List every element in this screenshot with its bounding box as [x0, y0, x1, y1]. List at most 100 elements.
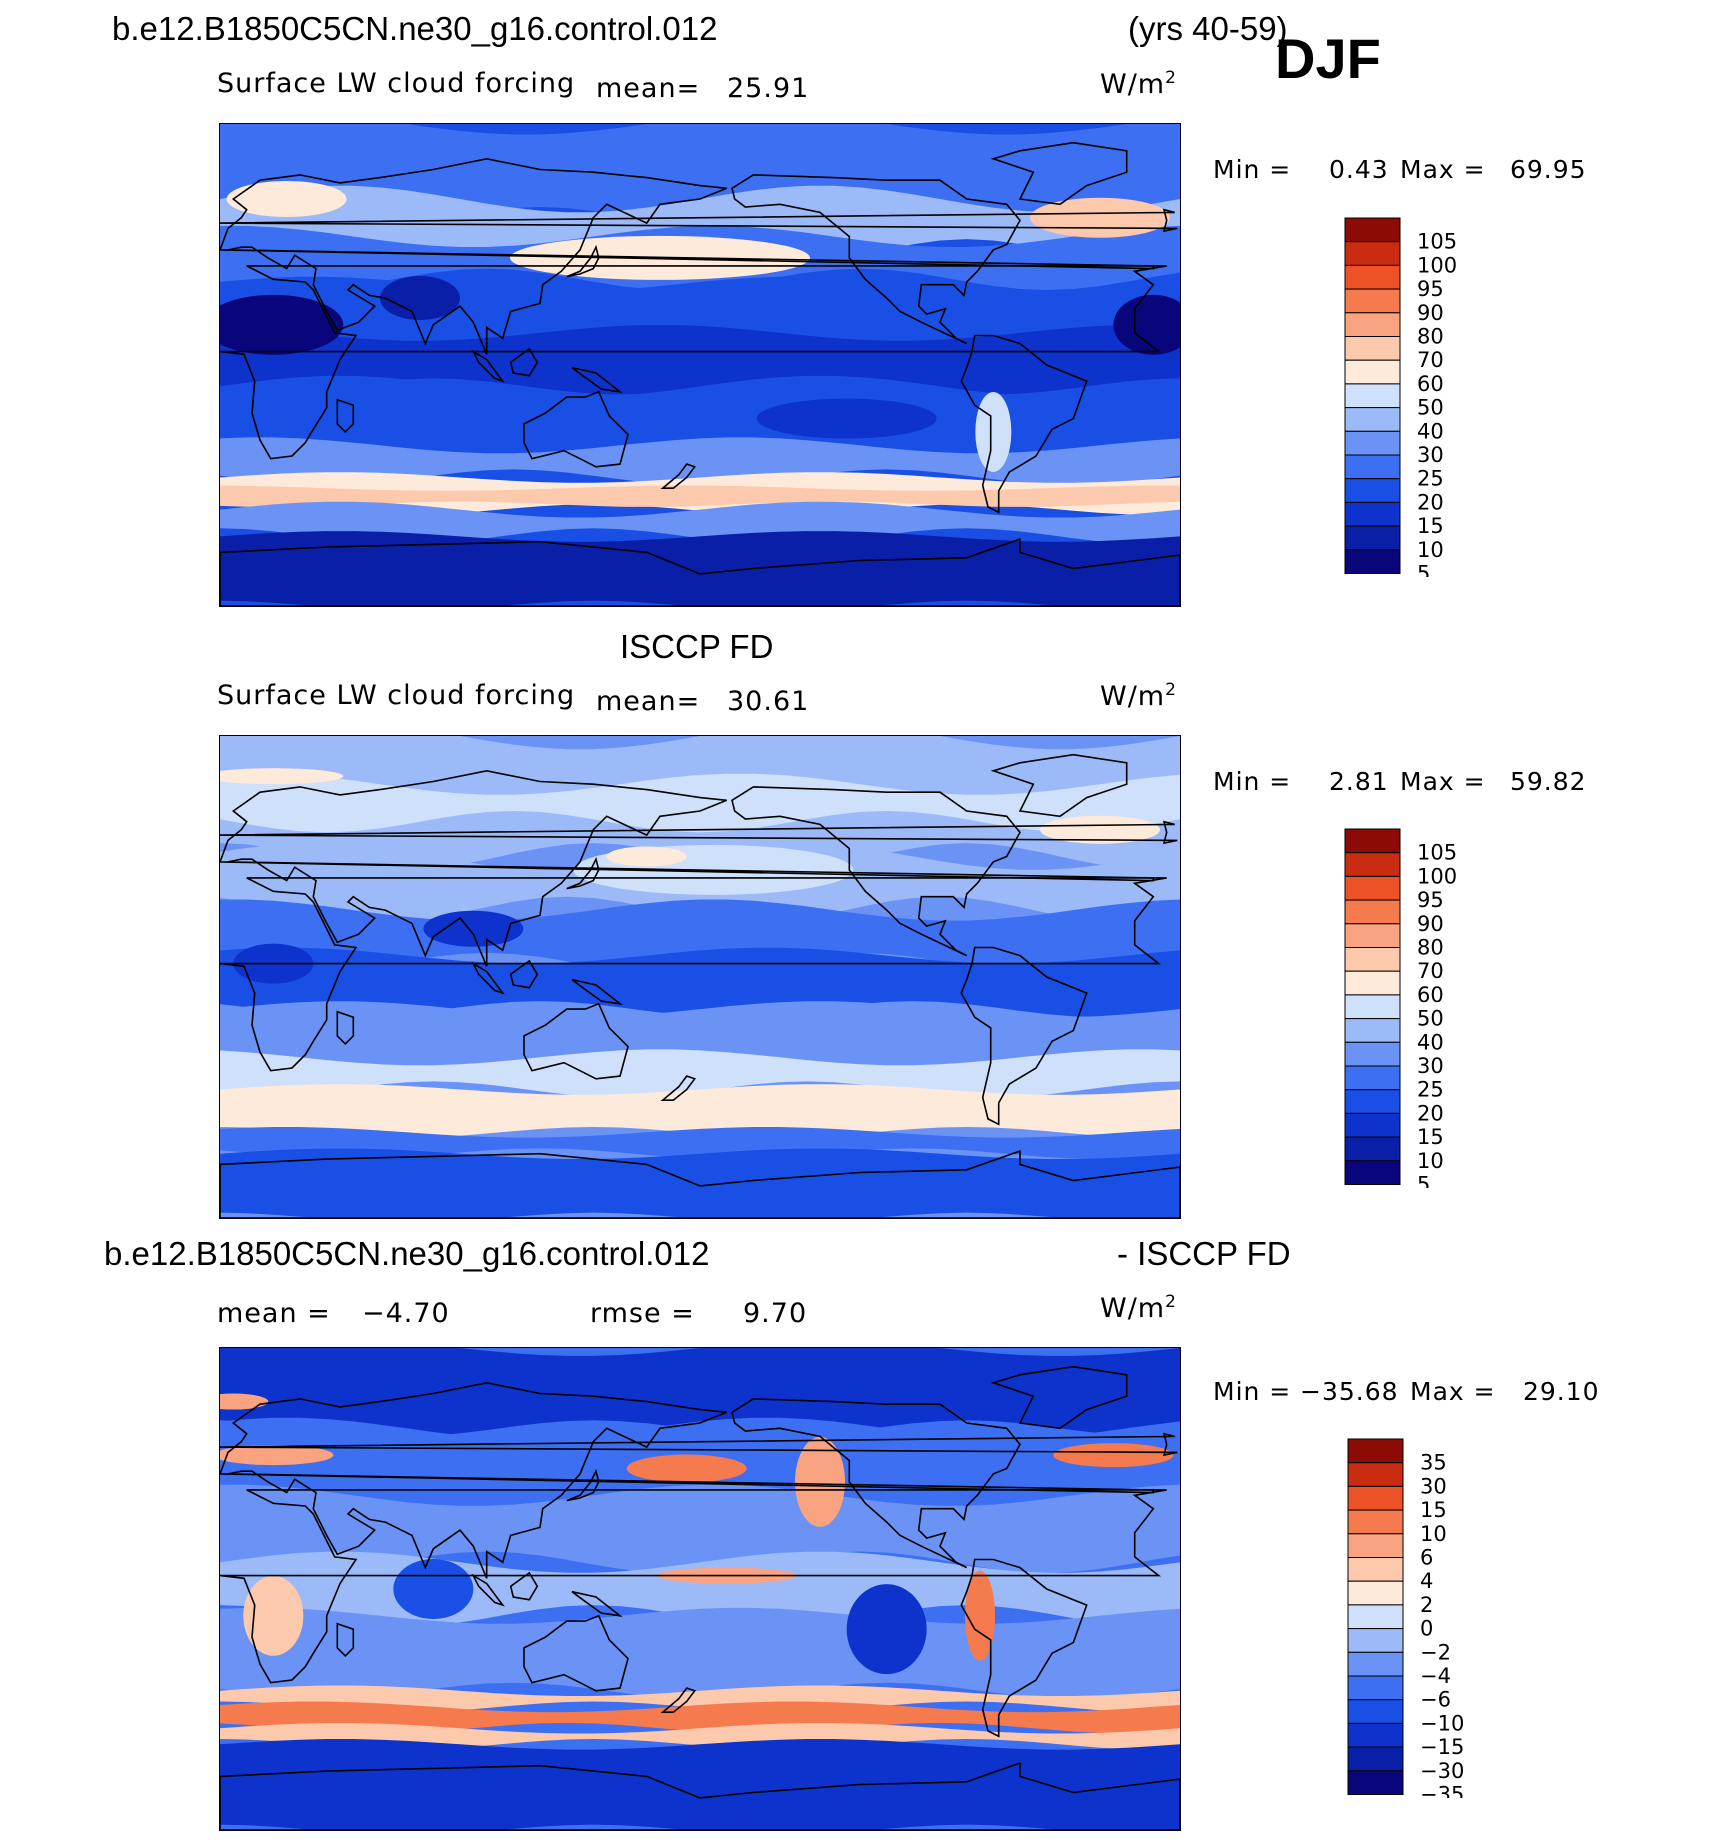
colorbar-tick-label: 20 — [1417, 490, 1444, 514]
field-band — [220, 531, 1180, 606]
coastline — [220, 1149, 1180, 1218]
coastline — [731, 786, 1021, 957]
colorbar-box — [1347, 1462, 1404, 1487]
colorbar-box — [1344, 852, 1401, 877]
field-band — [220, 437, 1180, 486]
coastline — [660, 463, 697, 489]
panel3-max-label: Max = — [1410, 1377, 1496, 1406]
colorbar-tick-label: 90 — [1417, 912, 1444, 936]
colorbar-box — [1347, 1485, 1404, 1511]
colorbar-tick-label: 95 — [1417, 277, 1444, 301]
coastline — [336, 1010, 355, 1046]
panel3-map — [219, 1347, 1181, 1831]
colorbar-tick-label: 90 — [1417, 301, 1444, 325]
colorbar-box — [1344, 970, 1401, 996]
field-patch — [1113, 294, 1180, 355]
colorbar-box — [1344, 1018, 1401, 1043]
coastline — [471, 349, 505, 383]
colorbar-tick-label: 60 — [1417, 372, 1444, 396]
colorbar-tick-label: 70 — [1417, 959, 1444, 983]
field-patch — [756, 398, 937, 439]
colorbar-tick-label: 40 — [1417, 419, 1444, 443]
coastline — [336, 1622, 355, 1658]
coastline — [660, 1075, 697, 1101]
colorbar-box — [1347, 1533, 1404, 1559]
coastline — [960, 334, 1088, 514]
colorbar-tick-label: 50 — [1417, 1007, 1444, 1031]
field-patch — [606, 846, 687, 867]
colorbar-tick-label: 4 — [1420, 1569, 1433, 1593]
coastline — [220, 769, 1155, 967]
coastline — [220, 820, 1178, 845]
coastline — [960, 946, 1088, 1126]
colorbar-box — [1344, 1112, 1401, 1138]
field-patch — [220, 1445, 334, 1466]
colorbar-tick-label: 50 — [1417, 396, 1444, 420]
coastline — [990, 1365, 1128, 1430]
panel2-max: 59.82 — [1510, 767, 1587, 796]
coastline — [960, 1558, 1088, 1738]
field-band — [220, 501, 1180, 545]
colorbar-box — [1344, 288, 1401, 314]
coastline — [731, 174, 1021, 345]
field-band — [220, 1723, 1180, 1750]
field-band — [220, 1739, 1180, 1830]
colorbar-tick-label: 105 — [1417, 841, 1457, 865]
colorbar-tick-label: 0 — [1420, 1617, 1433, 1641]
colorbar-box — [1344, 1041, 1401, 1067]
colorbar-box — [1344, 899, 1401, 925]
coastline — [571, 978, 623, 1006]
field-band — [220, 325, 1180, 395]
field-band — [220, 1348, 1180, 1437]
panel1-mean-label: mean= — [596, 73, 701, 104]
field-patch — [220, 1393, 269, 1410]
coastline — [220, 1381, 1155, 1579]
field-patch — [226, 180, 347, 217]
colorbar-tick-label: 15 — [1420, 1498, 1447, 1522]
field-band — [220, 1148, 1180, 1218]
years-label: (yrs 40-59) — [1128, 10, 1288, 47]
coastline — [220, 265, 1167, 460]
colorbar-tick-label: 30 — [1417, 443, 1444, 467]
coastline — [220, 877, 1167, 1072]
field-band — [220, 899, 1180, 975]
colorbar-box — [1347, 1675, 1404, 1701]
coastline — [571, 366, 623, 394]
colorbar-tick-label: 6 — [1420, 1546, 1433, 1570]
colorbar-box — [1344, 430, 1401, 456]
colorbar-box — [1344, 217, 1401, 243]
colorbar-tick-label: −6 — [1420, 1688, 1451, 1712]
field-band — [220, 1607, 1180, 1699]
colorbar-tick-label: 20 — [1417, 1101, 1444, 1125]
coastline — [990, 753, 1128, 818]
colorbar-box — [1347, 1509, 1404, 1535]
colorbar-box — [1344, 525, 1401, 551]
panel2-mean: 30.61 — [727, 686, 810, 717]
colorbar-tick-label: 30 — [1417, 1054, 1444, 1078]
panel1-colorbar: 105 100 95 90 80 70 60 50 40 30 25 20 15 10 5 — [1344, 217, 1484, 586]
colorbar-box — [1344, 875, 1401, 901]
panel1-min: 0.43 — [1329, 155, 1389, 184]
coastline — [660, 1687, 697, 1713]
colorbar-tick-label: 2 — [1420, 1593, 1433, 1617]
colorbar-box — [1344, 1089, 1401, 1114]
case-title: b.e12.B1850C5CN.ne30_g16.control.012 — [112, 10, 718, 47]
coastline — [523, 1614, 629, 1692]
colorbar-tick-label: 15 — [1417, 514, 1444, 538]
colorbar-tick-label: −10 — [1420, 1711, 1464, 1735]
colorbar-box — [1344, 828, 1401, 854]
colorbar-box — [1344, 241, 1401, 266]
panel2-title: ISCCP FD — [620, 628, 774, 665]
field-band — [220, 1484, 1180, 1573]
panel3-max: 29.10 — [1523, 1377, 1600, 1406]
field-band — [220, 485, 1180, 507]
colorbar-box — [1347, 1699, 1404, 1724]
field-band — [220, 1084, 1180, 1138]
colorbar-box — [1347, 1557, 1404, 1582]
colorbar-box — [1347, 1722, 1404, 1748]
colorbar-tick-label: 80 — [1417, 936, 1444, 960]
coastline — [509, 347, 539, 377]
colorbar-tick-label: 60 — [1417, 983, 1444, 1007]
panel3-mean-label: mean = — [217, 1298, 331, 1329]
colorbar-tick-label: −15 — [1420, 1735, 1464, 1759]
